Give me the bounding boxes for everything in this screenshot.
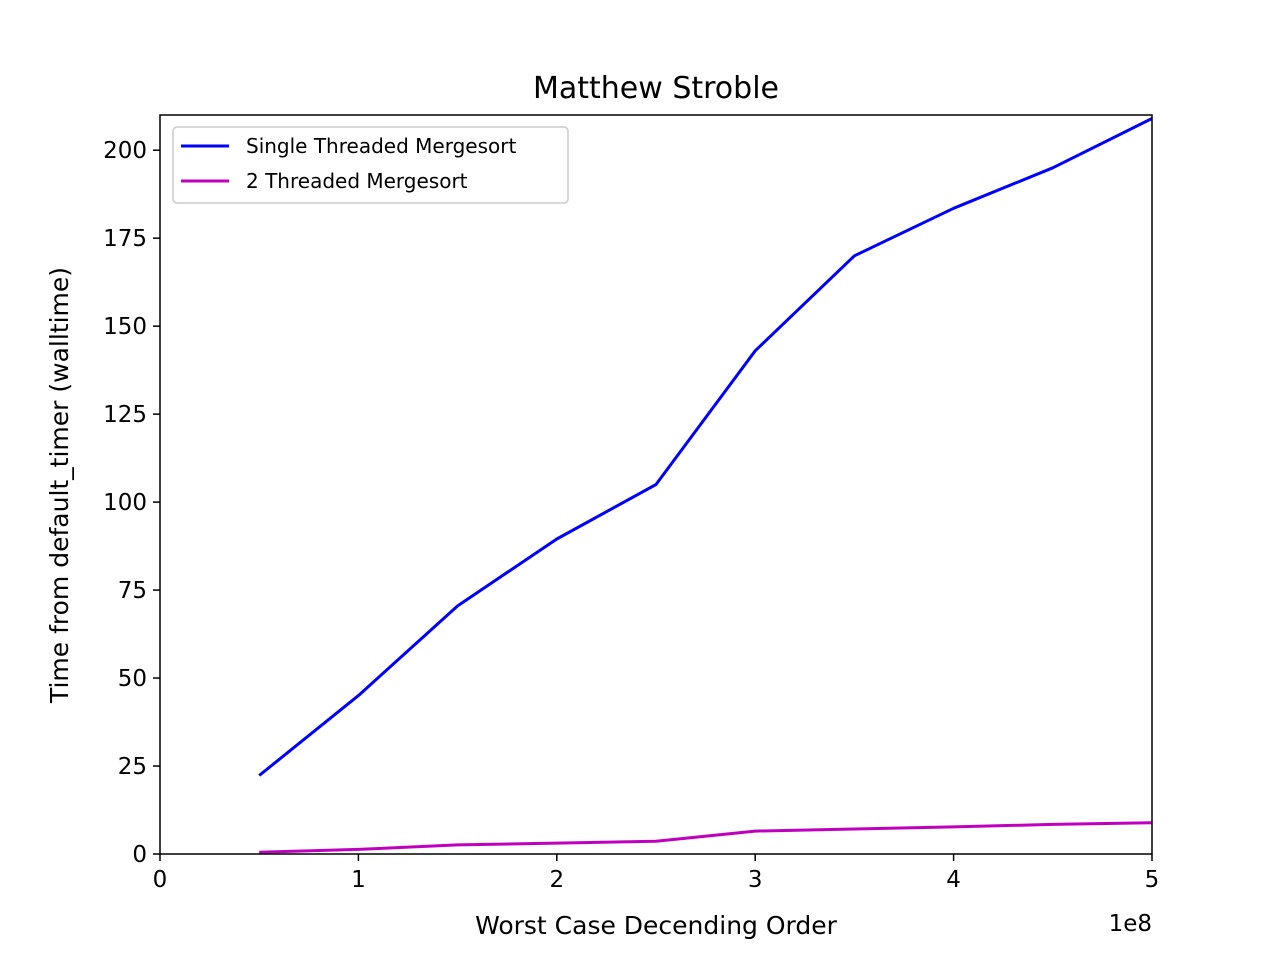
y-axis-label: Time from default_timer (walltime) <box>45 267 74 704</box>
legend: Single Threaded Mergesort 2 Threaded Merg… <box>172 126 569 204</box>
y-tick-label: 75 <box>118 578 147 604</box>
y-tick-label: 200 <box>103 138 147 164</box>
x-tick-label: 5 <box>1145 867 1160 893</box>
x-axis-offset-label: 1e8 <box>1109 911 1152 937</box>
plot-frame <box>159 114 1153 855</box>
legend-box <box>172 126 569 204</box>
x-tick-label: 2 <box>549 867 564 893</box>
legend-label-1: Single Threaded Mergesort <box>246 134 516 158</box>
y-tick-label: 100 <box>103 490 147 516</box>
series-line-1 <box>258 117 1153 777</box>
x-tick-label: 0 <box>153 867 168 893</box>
x-axis: 0 1 2 3 4 5 <box>153 854 1160 893</box>
chart-title: Matthew Stroble <box>533 71 779 106</box>
y-tick-label: 175 <box>103 226 147 252</box>
legend-label-2: 2 Threaded Mergesort <box>246 169 468 193</box>
x-tick-label: 1 <box>351 867 366 893</box>
series-layer <box>258 117 1153 854</box>
y-tick-label: 25 <box>118 754 147 780</box>
y-tick-label: 150 <box>103 314 147 340</box>
y-axis: 0 25 50 75 100 125 150 175 200 <box>103 138 160 868</box>
x-tick-label: 4 <box>946 867 961 893</box>
y-tick-label: 0 <box>132 842 147 868</box>
x-axis-label: Worst Case Decending Order <box>475 911 838 940</box>
y-tick-label: 125 <box>103 402 147 428</box>
x-tick-label: 3 <box>748 867 763 893</box>
y-tick-label: 50 <box>118 666 147 692</box>
series-line-2 <box>259 821 1153 854</box>
